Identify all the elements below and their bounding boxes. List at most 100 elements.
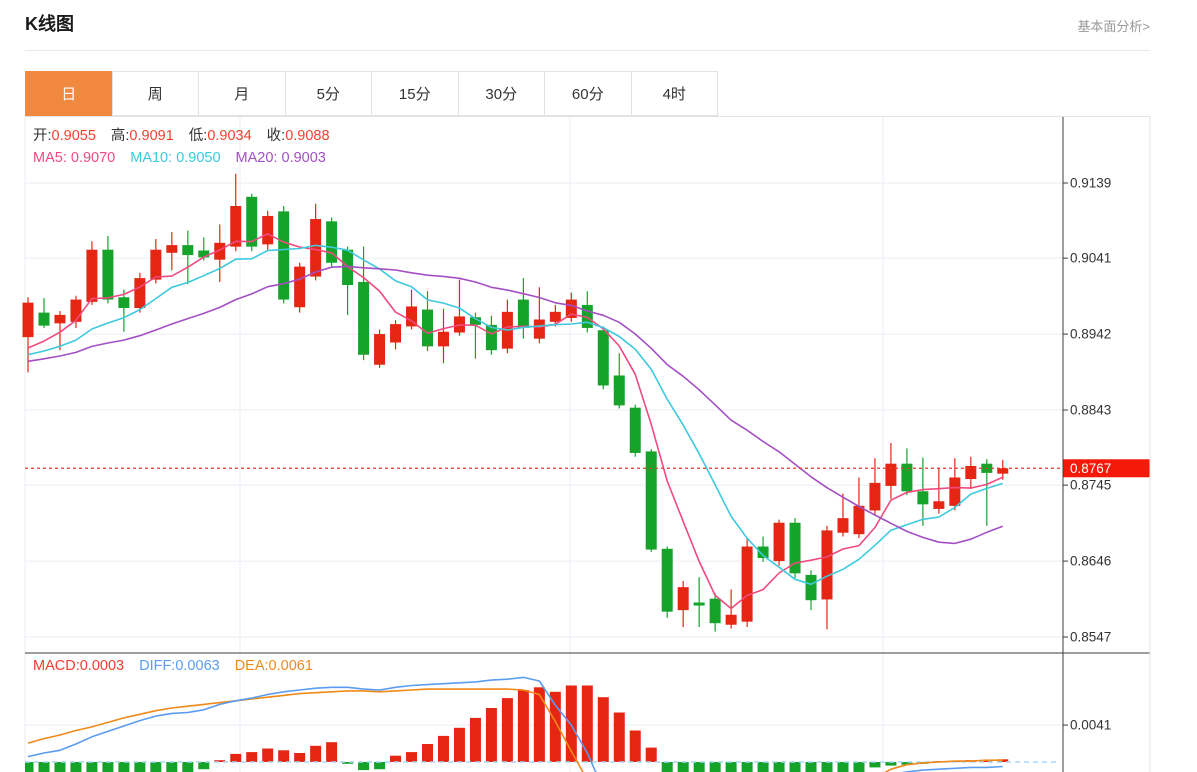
high-pair: 高:0.9091 — [111, 124, 174, 145]
dea-value: 0.0061 — [268, 658, 313, 674]
y-axis-label: 0.8547 — [1070, 630, 1111, 645]
open-pair: 开:0.9055 — [33, 124, 96, 145]
y-axis-label: 0.8942 — [1070, 327, 1111, 342]
candle-body — [182, 245, 194, 256]
macd-bar — [118, 762, 130, 772]
macd-bar — [597, 697, 609, 762]
close-value: 0.9088 — [285, 128, 330, 144]
macd-bar — [533, 687, 545, 762]
candle-body — [86, 249, 98, 302]
candle-body — [358, 281, 370, 355]
candle-body — [645, 451, 657, 550]
tab-60min[interactable]: 60分 — [544, 71, 632, 116]
tab-month[interactable]: 月 — [198, 71, 286, 116]
candle-body — [390, 324, 402, 343]
tab-4hour[interactable]: 4时 — [630, 71, 718, 116]
candle-body — [725, 614, 737, 625]
macd-bar — [54, 762, 66, 772]
candle-body — [853, 505, 865, 535]
low-label: 低: — [188, 128, 208, 144]
y-axis-label: 0.8745 — [1070, 478, 1111, 493]
macd-bar — [25, 762, 34, 772]
macd-bar — [581, 685, 593, 762]
macd-bar — [390, 755, 402, 762]
candle-body — [374, 334, 386, 365]
candle-body — [198, 250, 210, 258]
macd-bar — [693, 762, 705, 772]
candle-body — [837, 518, 849, 533]
macd-bar — [773, 762, 785, 772]
candle-body — [469, 317, 481, 325]
macd-bar — [869, 762, 881, 768]
macd-bar — [661, 762, 673, 772]
candle-body — [294, 266, 306, 308]
candle-body — [629, 407, 641, 453]
macd-bar — [517, 690, 529, 762]
current-price-label: 0.8767 — [1070, 461, 1111, 476]
candle-body — [326, 221, 338, 263]
candle-body — [118, 297, 130, 309]
low-pair: 低:0.9034 — [189, 124, 252, 145]
macd-bar — [821, 762, 833, 772]
tab-15min[interactable]: 15分 — [371, 71, 459, 116]
macd-bar — [422, 744, 433, 762]
candle-body — [406, 306, 418, 327]
page-title: K线图 — [25, 14, 74, 34]
ma-legend: MA5: 0.9070 MA10: 0.9050 MA20: 0.9003 — [33, 150, 341, 166]
header-divider — [25, 50, 1150, 51]
macd-bar — [853, 762, 865, 772]
high-value: 0.9091 — [129, 128, 174, 144]
candle-body — [102, 249, 114, 300]
macd-bar — [805, 762, 817, 772]
candle-body — [709, 598, 721, 624]
candle-body — [549, 311, 561, 322]
macd-bar — [374, 762, 386, 770]
macd-bar — [613, 712, 625, 762]
macd-bar — [453, 727, 465, 762]
dea-label: DEA: — [234, 658, 269, 674]
candle-body — [517, 299, 529, 328]
macd-bar — [837, 762, 849, 772]
y-axis-labels: 0.9139 0.9041 0.8942 0.8843 0.8745 0.8646 0.85… — [1063, 176, 1111, 733]
candle-body — [869, 482, 881, 511]
macd-bar — [709, 762, 721, 772]
macd-bar — [469, 717, 481, 762]
tab-5min[interactable]: 5分 — [284, 71, 372, 116]
candle-body — [789, 522, 801, 574]
current-price-badge: 0.8767 — [1063, 459, 1150, 478]
tab-30min[interactable]: 30分 — [457, 71, 545, 116]
low-value: 0.9034 — [207, 128, 252, 144]
ma10-value: 0.9050 — [176, 150, 221, 166]
macd-bar — [262, 748, 274, 762]
candle-body — [773, 522, 785, 562]
macd-bar — [70, 762, 82, 772]
macd-bar — [102, 762, 114, 772]
macd-label: MACD: — [33, 658, 80, 674]
macd-bar — [549, 691, 561, 762]
candle-body — [278, 211, 290, 300]
macd-bar — [150, 762, 162, 772]
candle-body — [485, 324, 497, 351]
candle-body — [38, 312, 50, 326]
interval-tabs: 日 周 月 5分 15分 30分 60分 4时 — [25, 71, 1150, 117]
ma10-pair: MA10: 0.9050 — [130, 150, 220, 166]
macd-bar — [741, 762, 753, 772]
candle-body — [917, 491, 929, 505]
macd-bar — [86, 762, 98, 772]
fundamental-analysis-link[interactable]: 基本面分析> — [1077, 19, 1150, 34]
macd-bar — [485, 708, 497, 762]
tab-day[interactable]: 日 — [25, 71, 113, 116]
candle-body — [70, 299, 82, 322]
macd-bar — [677, 762, 689, 772]
ma20-label: MA20: — [235, 150, 278, 166]
candle-body — [230, 206, 242, 247]
candle-body — [134, 278, 146, 309]
macd-bar — [406, 752, 418, 762]
macd-bar — [981, 760, 993, 762]
macd-bar — [182, 762, 194, 772]
macd-bar — [166, 762, 178, 772]
ohlc-legend: 开:0.9055 高:0.9091 低:0.9034 收:0.9088 — [33, 124, 345, 145]
open-value: 0.9055 — [51, 128, 96, 144]
candle-body — [565, 299, 577, 318]
